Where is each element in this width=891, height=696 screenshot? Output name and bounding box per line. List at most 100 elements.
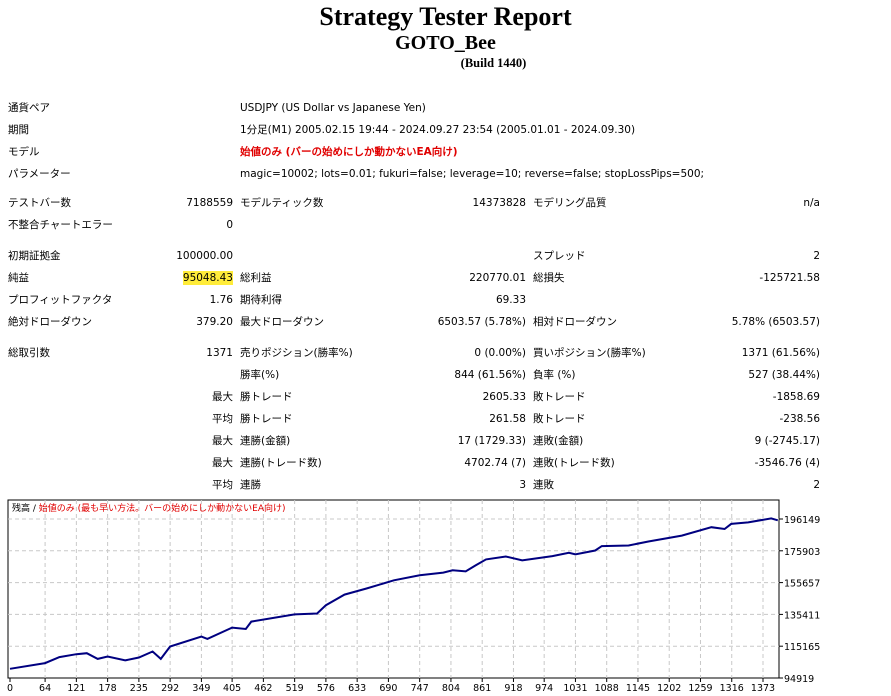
stat-value: 9 (-2745.17) (754, 435, 820, 447)
stat-value: 平均 (212, 413, 233, 425)
y-tick-label: 196149 (784, 515, 820, 526)
net-profit-value: 95048.43 (182, 271, 233, 285)
stat-label: プロフィットファクタ (8, 294, 113, 306)
x-tick-label: 1145 (626, 683, 650, 694)
stat-value: 2 (813, 479, 820, 491)
info-value: 始値のみ (バーの始めにしか動かないEA向け) (240, 146, 458, 158)
stat-label: 期待利得 (240, 294, 282, 306)
stat-label: 勝トレード (240, 391, 293, 403)
stat-label: モデルティック数 (240, 197, 324, 209)
stat-value: 379.20 (196, 316, 233, 328)
stat-label: 不整合チャートエラー (8, 219, 113, 231)
stat-value: 5.78% (6503.57) (731, 316, 820, 328)
balance-chart: 94919 115165 135411 155657 175903 196149 0 64 12… (7, 499, 820, 694)
info-label: パラメーター (8, 168, 71, 180)
stat-value: 最大 (212, 457, 233, 469)
stat-value: 1371 (206, 347, 233, 359)
stat-label: 連勝(トレード数) (240, 457, 322, 469)
x-tick-label: 576 (317, 683, 335, 694)
x-tick-label: 1088 (595, 683, 619, 694)
stat-value: -1858.69 (772, 391, 820, 403)
x-tick-label: 1031 (563, 683, 587, 694)
stat-label: 勝トレード (240, 413, 293, 425)
stat-label: 総取引数 (8, 347, 50, 359)
x-tick-label: 519 (286, 683, 304, 694)
report-title: Strategy Tester Report (319, 2, 572, 31)
x-tick-label: 0 (7, 683, 13, 694)
legend-model: 始値のみ (最も早い方法。バーの始めにしか動かないEA向け) (39, 502, 286, 514)
stat-value: 最大 (212, 391, 233, 403)
stat-label: 連勝 (240, 479, 261, 491)
stat-value: 844 (61.56%) (454, 369, 526, 381)
y-tick-label: 135411 (784, 610, 820, 621)
balance-line (9, 517, 779, 670)
stat-label: 敗トレード (533, 391, 586, 403)
stat-value: 261.58 (489, 413, 526, 425)
stat-value: 69.33 (495, 294, 526, 306)
stat-value: 14373828 (472, 197, 526, 209)
stat-value: 17 (1729.33) (457, 435, 526, 447)
y-tick-label: 155657 (784, 579, 820, 590)
stat-value: 0 (226, 219, 233, 231)
stat-label: 売りポジション(勝率%) (240, 347, 353, 359)
stat-value: 1.76 (209, 294, 233, 306)
stat-label: テストバー数 (8, 197, 71, 209)
info-label: 期間 (8, 124, 29, 136)
info-value: magic=10002; lots=0.01; fukuri=false; le… (240, 168, 705, 180)
stat-label: 最大ドローダウン (240, 316, 324, 328)
stat-value: n/a (803, 197, 820, 209)
x-tick-label: 974 (535, 683, 553, 694)
stat-value: -125721.58 (759, 272, 820, 284)
stat-label: 買いポジション(勝率%) (533, 347, 646, 359)
stat-label: 純益 (8, 272, 29, 284)
stat-value: 最大 (212, 435, 233, 447)
stat-value: 2 (813, 250, 820, 262)
x-tick-label: 235 (130, 683, 148, 694)
x-tick-label: 349 (192, 683, 210, 694)
legend-balance: 残高 / (12, 502, 39, 514)
stat-label: 総損失 (533, 272, 565, 284)
stat-value: 100000.00 (176, 250, 233, 262)
stat-value: -3546.76 (4) (754, 457, 820, 469)
x-tick-label: 64 (39, 683, 51, 694)
stat-value: 3 (519, 479, 526, 491)
stat-label: スプレッド (533, 250, 586, 262)
stat-label: 初期証拠金 (8, 250, 61, 262)
x-tick-label: 462 (254, 683, 272, 694)
y-tick-label: 94919 (784, 674, 814, 685)
x-tick-label: 178 (99, 683, 117, 694)
x-tick-label: 633 (348, 683, 366, 694)
plot-area (7, 499, 780, 679)
stat-value: 1371 (61.56%) (741, 347, 820, 359)
x-tick-label: 918 (504, 683, 522, 694)
info-value: 1分足(M1) 2005.02.15 19:44 - 2024.09.27 23… (240, 124, 636, 136)
stat-label: 絶対ドローダウン (8, 316, 92, 328)
stat-value: 4702.74 (7) (464, 457, 526, 469)
stat-value: -238.56 (779, 413, 820, 425)
stat-label: 総利益 (240, 272, 272, 284)
stat-label: 連敗(金額) (533, 435, 584, 447)
x-tick-label: 747 (411, 683, 429, 694)
expert-name: GOTO_Bee (395, 32, 496, 54)
info-label: モデル (8, 146, 40, 158)
stat-label: 連勝(金額) (240, 435, 291, 447)
x-tick-label: 1259 (688, 683, 712, 694)
stat-value: 220770.01 (469, 272, 526, 284)
stat-value: 6503.57 (5.78%) (437, 316, 526, 328)
stat-label: 連敗(トレード数) (533, 457, 615, 469)
stat-label: 勝率(%) (240, 369, 280, 381)
info-label: 通貨ペア (8, 102, 50, 114)
stat-value: 527 (38.44%) (748, 369, 820, 381)
x-tick-label: 1202 (657, 683, 681, 694)
stat-label: 敗トレード (533, 413, 586, 425)
x-tick-label: 690 (379, 683, 397, 694)
y-tick-label: 175903 (784, 547, 820, 558)
chart-legend: 残高 / 始値のみ (最も早い方法。バーの始めにしか動かないEA向け) (12, 502, 286, 514)
info-value: USDJPY (US Dollar vs Japanese Yen) (240, 102, 426, 114)
stat-label: 相対ドローダウン (533, 316, 617, 328)
x-tick-label: 405 (223, 683, 241, 694)
x-tick-label: 292 (161, 683, 179, 694)
stat-label: 連敗 (533, 479, 554, 491)
stat-label: モデリング品質 (533, 197, 607, 209)
stat-value: 平均 (212, 479, 233, 491)
